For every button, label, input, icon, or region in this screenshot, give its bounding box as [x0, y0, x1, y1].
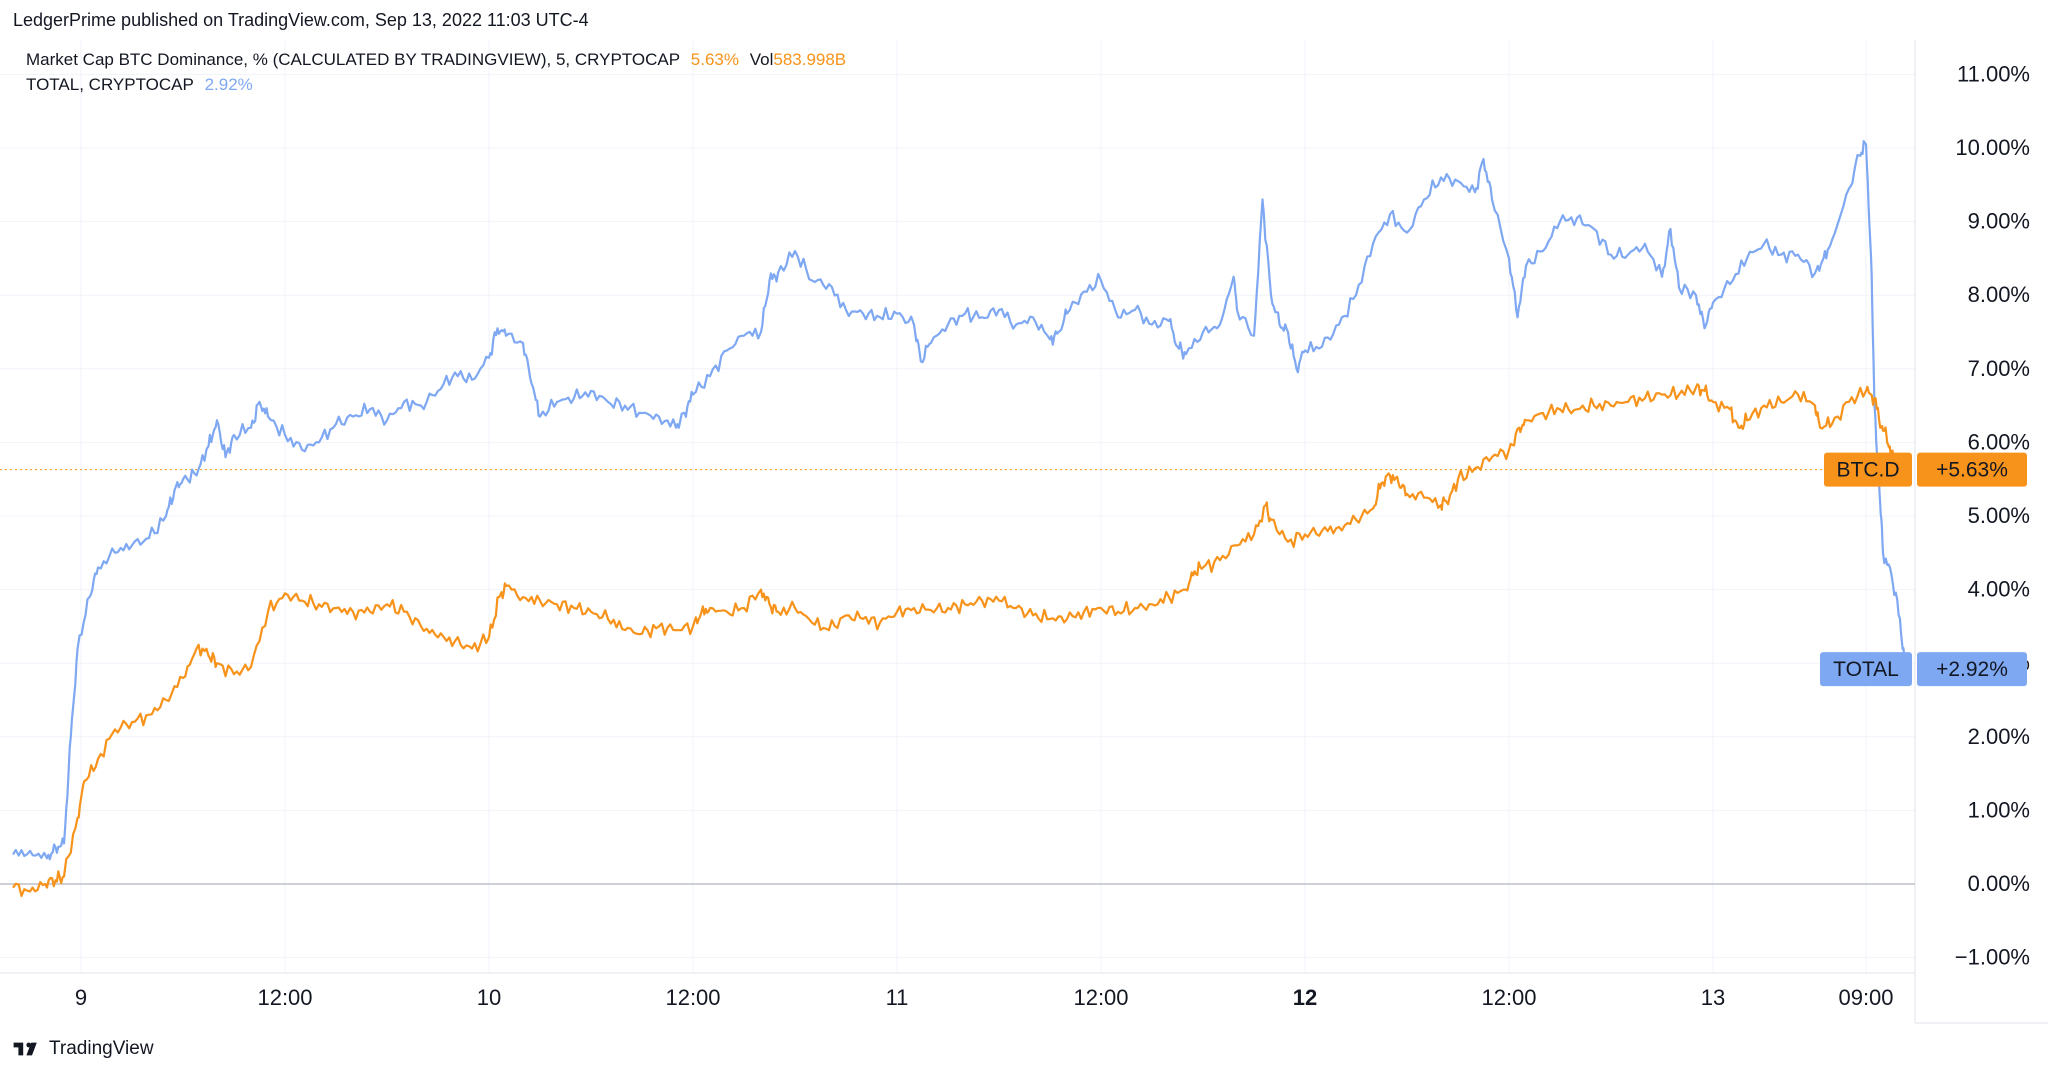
legend-row-btcd[interactable]: Market Cap BTC Dominance, % (CALCULATED … — [26, 50, 846, 70]
legend-vol-label: Vol — [749, 50, 774, 69]
series-line-btc-d — [12, 383, 1898, 898]
legend-total-value: 2.92% — [204, 75, 253, 94]
time-tick-label: 12:00 — [257, 985, 312, 1010]
price-tick-label: −1.00% — [1955, 945, 2030, 970]
legend-total-name: TOTAL, CRYPTOCAP — [26, 75, 194, 94]
time-tick-label: 12 — [1293, 985, 1317, 1010]
last-value-tag-bg — [1917, 652, 2027, 687]
tradingview-logo-icon — [13, 1042, 37, 1056]
price-tick-label: 8.00% — [1968, 282, 2030, 307]
time-scale: 9 12:00 10 12:00 11 12:00 12 12:00 13 09:00 — [75, 985, 1894, 1010]
time-tick-label: 12:00 — [1481, 985, 1536, 1010]
legend-vol-value: 583.998B — [773, 50, 847, 69]
price-tick-label: 1.00% — [1968, 797, 2030, 822]
series-name-tag-bg — [1820, 652, 1912, 687]
legend-btcd-value: 5.63% — [690, 50, 739, 69]
tradingview-branding[interactable]: TradingView — [13, 1038, 154, 1060]
tradingview-brand-text: TradingView — [49, 1038, 154, 1059]
price-tick-label: 5.00% — [1968, 503, 2030, 528]
price-tick-label: 2.00% — [1968, 724, 2030, 749]
series-layer — [12, 140, 1907, 898]
price-tick-label: 9.00% — [1968, 209, 2030, 234]
publish-attribution: LedgerPrime published on TradingView.com… — [13, 10, 589, 30]
series-name-tag: BTC.D — [1837, 459, 1900, 482]
price-tick-label: 11.00% — [1957, 61, 2030, 86]
legend-row-total[interactable]: TOTAL, CRYPTOCAP 2.92% — [26, 75, 259, 95]
price-tick-label: 7.00% — [1968, 356, 2030, 381]
time-tick-label: 12:00 — [665, 985, 720, 1010]
last-value-labels: BTC.D +5.63% TOTAL +2.92% — [1820, 452, 2027, 687]
time-tick-label: 9 — [75, 985, 87, 1010]
time-tick-label: 11 — [886, 985, 909, 1010]
last-value-tag-bg — [1917, 452, 2027, 487]
price-tick-label: 4.00% — [1968, 577, 2030, 602]
last-value-tag: +2.92% — [1936, 658, 2008, 681]
series-name-tag-bg — [1824, 452, 1912, 487]
price-tick-label: 0.00% — [1968, 871, 2030, 896]
price-tick-label: 6.00% — [1968, 429, 2030, 454]
legend-btcd-name: Market Cap BTC Dominance, % (CALCULATED … — [26, 50, 681, 69]
price-tick-label: 10.00% — [1955, 135, 2030, 160]
time-tick-label: 12:00 — [1073, 985, 1128, 1010]
price-scale: 11.00% 10.00% 9.00% 8.00% 7.00% 6.00% 5.00% 4.0… — [1955, 61, 2030, 969]
series-line-total — [12, 140, 1907, 861]
time-tick-label: 09:00 — [1838, 985, 1893, 1010]
time-tick-label: 10 — [477, 985, 501, 1010]
legend-vol: Vol583.998B — [750, 50, 846, 69]
chart-grid — [0, 40, 1915, 973]
last-value-tag: +5.63% — [1936, 459, 2008, 482]
series-name-tag: TOTAL — [1833, 658, 1899, 681]
time-tick-label: 13 — [1701, 985, 1725, 1010]
